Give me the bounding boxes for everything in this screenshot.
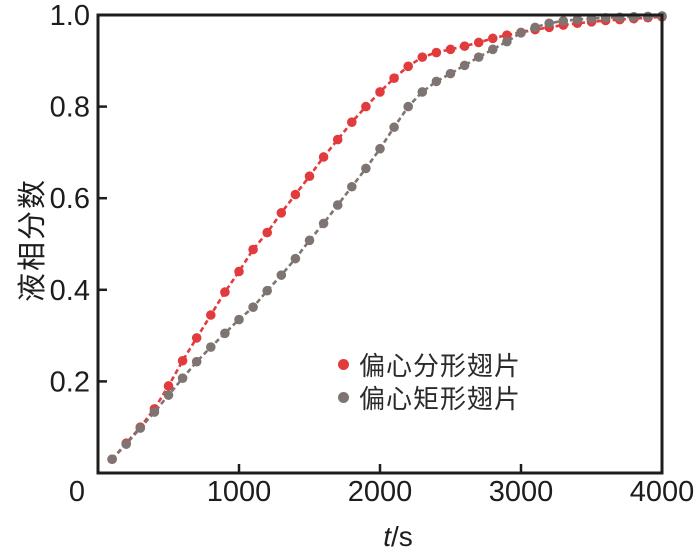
svg-text:0: 0 (69, 476, 85, 508)
x-axis-variable: t (383, 521, 391, 552)
svg-text:2000: 2000 (348, 476, 413, 508)
x-axis-unit: /s (391, 521, 413, 552)
y-axis-title: 液相分数 (17, 177, 49, 303)
svg-text:0.4: 0.4 (50, 275, 90, 307)
svg-text:0.6: 0.6 (50, 183, 90, 215)
svg-text:0.8: 0.8 (50, 92, 90, 124)
svg-text:1.0: 1.0 (50, 0, 90, 32)
legend-label: 偏心矩形翅片 (359, 383, 522, 414)
svg-text:1000: 1000 (207, 476, 272, 508)
legend: 偏心分形翅片 偏心矩形翅片 (338, 349, 521, 414)
legend-label: 偏心分形翅片 (359, 350, 522, 381)
svg-text:0.2: 0.2 (50, 366, 90, 398)
x-axis-title: t/s (383, 521, 413, 553)
svg-text:4000: 4000 (630, 476, 695, 508)
svg-text:3000: 3000 (489, 476, 554, 508)
series-marker-icon (338, 358, 349, 370)
legend-item-fractal-fin: 偏心分形翅片 (338, 349, 521, 381)
legend-item-rect-fin: 偏心矩形翅片 (338, 382, 521, 414)
series-marker-icon (338, 391, 349, 403)
